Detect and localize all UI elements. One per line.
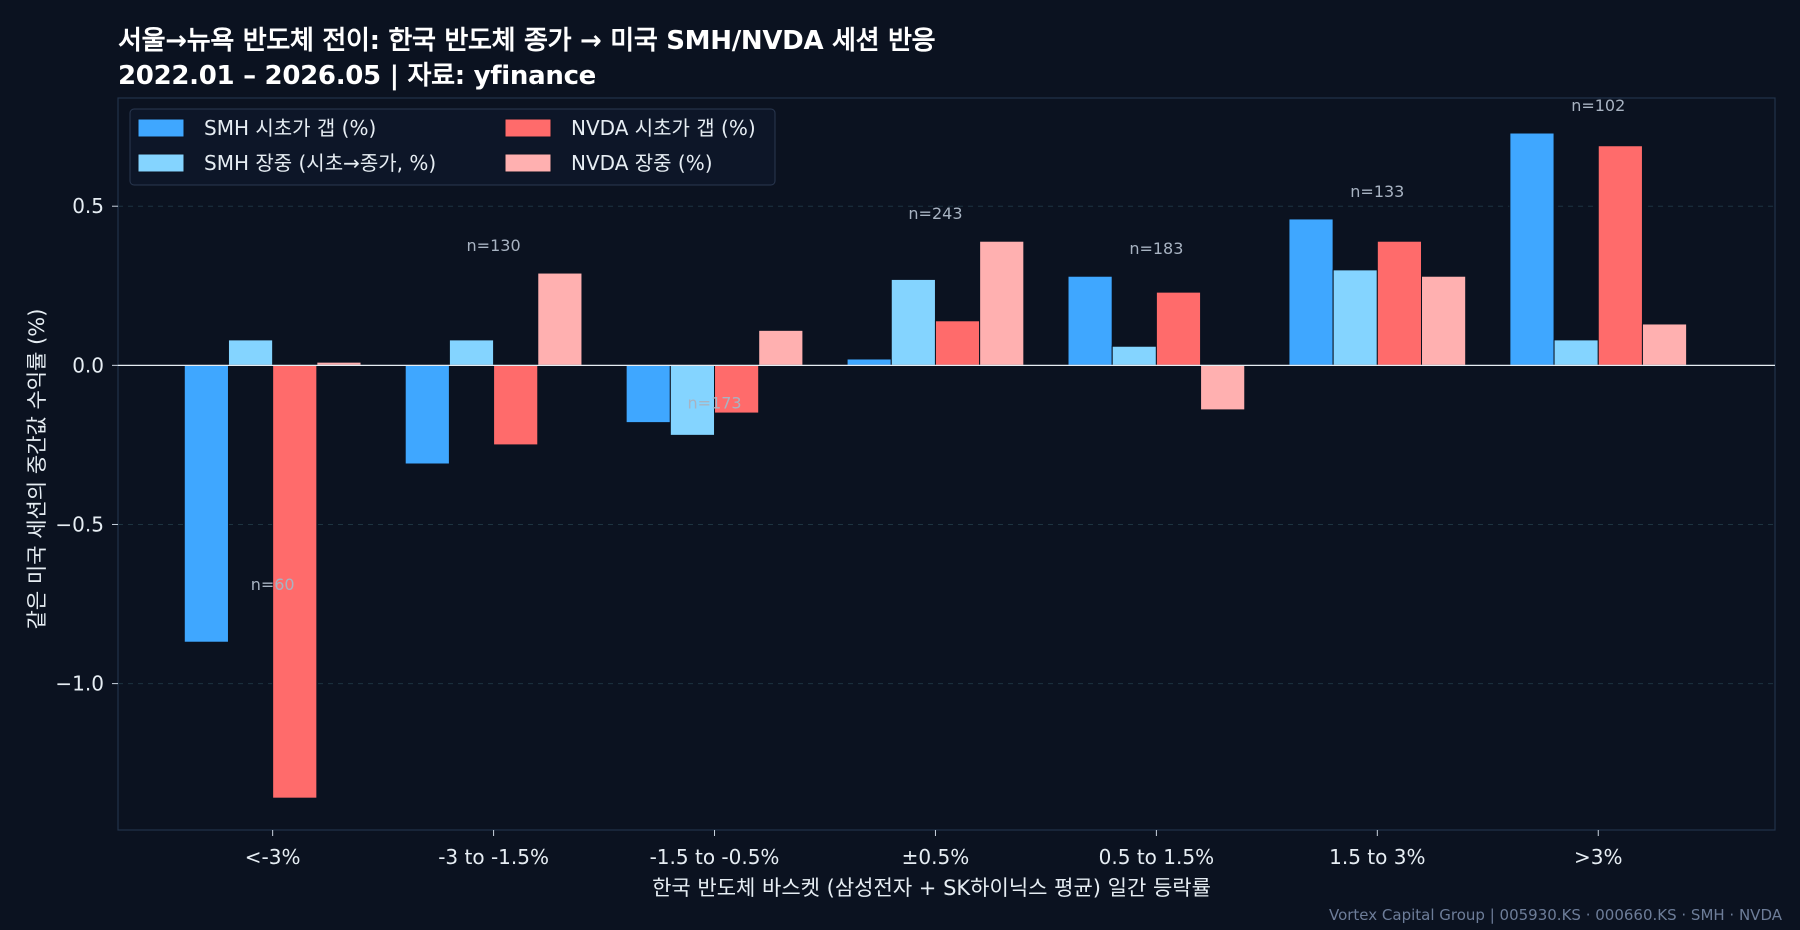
- bar: [227, 339, 274, 366]
- legend-swatch: [504, 153, 552, 173]
- legend-swatch: [504, 118, 552, 138]
- bar: [846, 358, 892, 366]
- bar: [448, 339, 495, 366]
- y-tick-label: 0.0: [72, 353, 104, 377]
- bar: [183, 364, 229, 643]
- legend-box: [129, 108, 776, 186]
- y-tick-label: −0.5: [55, 512, 104, 536]
- sample-count-label: n=102: [1571, 96, 1625, 115]
- bar: [1597, 145, 1643, 366]
- bar: [1376, 240, 1423, 366]
- legend-swatch: [137, 118, 185, 138]
- bar: [758, 329, 804, 366]
- bar: [1155, 291, 1202, 366]
- bar: [272, 364, 318, 799]
- bar: [1200, 364, 1246, 411]
- sample-count-label: n=183: [1129, 239, 1183, 258]
- x-axis-label: 한국 반도체 바스켓 (삼성전자 + SK하이닉스 평균) 일간 등락률: [652, 876, 1211, 900]
- y-tick-label: 0.5: [72, 194, 104, 218]
- x-tick-label: 0.5 to 1.5%: [1099, 845, 1214, 869]
- x-tick-label: <-3%: [245, 845, 301, 869]
- bar: [625, 364, 671, 424]
- y-axis-label: 같은 미국 세션의 중간값 수익률 (%): [25, 309, 49, 630]
- plot-frame: [117, 97, 1776, 831]
- bar: [1332, 269, 1378, 366]
- x-tick-label: -1.5 to -0.5%: [650, 845, 780, 869]
- x-tick-label: 1.5 to 3%: [1329, 845, 1425, 869]
- bar: [1553, 339, 1599, 366]
- y-tick-label: −1.0: [55, 672, 104, 696]
- footer-credit: Vortex Capital Group | 005930.KS · 00066…: [1328, 906, 1782, 924]
- bar: [1641, 323, 1688, 366]
- x-tick-label: >3%: [1574, 845, 1623, 869]
- legend-label: NVDA 시초가 갭 (%): [571, 116, 756, 140]
- bar: [714, 364, 760, 414]
- bar: [537, 272, 583, 366]
- sample-count-label: n=60: [251, 575, 295, 594]
- chart-subtitle: 2022.01 – 2026.05 | 자료: yfinance: [118, 61, 597, 91]
- x-tick-label: -3 to -1.5%: [438, 845, 549, 869]
- bar: [1421, 275, 1467, 366]
- bar: [404, 364, 450, 465]
- sample-count-label: n=133: [1350, 182, 1404, 201]
- bar: [1509, 132, 1555, 366]
- sample-count-label: n=173: [687, 393, 741, 412]
- bar: [1067, 275, 1113, 366]
- legend-label: NVDA 장중 (%): [571, 151, 713, 175]
- bar: [979, 240, 1025, 366]
- bar: [1111, 345, 1157, 366]
- legend-label: SMH 시초가 갭 (%): [204, 116, 376, 140]
- sample-count-label: n=243: [908, 204, 962, 223]
- x-tick-label: ±0.5%: [902, 845, 970, 869]
- bar: [890, 278, 936, 366]
- legend-label: SMH 장중 (시초→종가, %): [204, 151, 436, 175]
- bar: [934, 320, 981, 366]
- bar: [1288, 218, 1334, 366]
- sample-count-label: n=130: [467, 236, 521, 255]
- bar: [493, 364, 539, 446]
- chart-title: 서울→뉴욕 반도체 전이: 한국 반도체 종가 → 미국 SMH/NVDA 세션…: [118, 26, 936, 56]
- legend-swatch: [137, 153, 185, 173]
